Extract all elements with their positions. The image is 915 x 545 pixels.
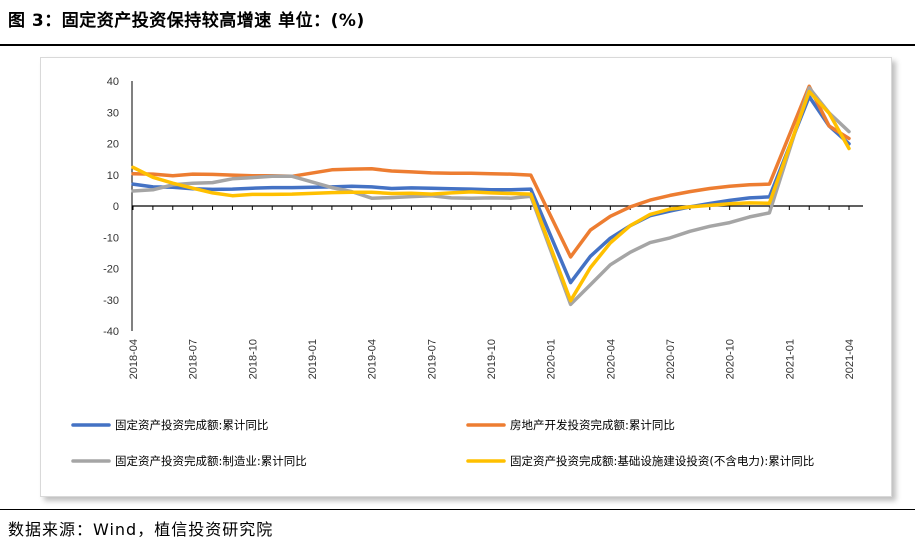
x-tick-label: 2018-10: [247, 339, 259, 379]
x-tick-label: 2018-04: [128, 339, 140, 379]
legend-item-2: 房地产开发投资完成额:累计同比: [466, 418, 675, 432]
series-line-1: [131, 94, 851, 285]
x-tick-label: 2019-04: [367, 339, 379, 379]
y-tick-label: 10: [107, 170, 119, 182]
series-line-4: [131, 89, 851, 303]
series-line-3: [131, 86, 851, 307]
y-tick-label: -30: [103, 295, 119, 307]
y-tick-label: -20: [103, 264, 119, 276]
x-tick-label: 2020-01: [546, 339, 558, 379]
x-tick-label: 2021-04: [844, 339, 856, 379]
legend-label: 固定资产投资完成额:基础设施建设投资(不含电力):累计同比: [510, 454, 814, 468]
x-tick-label: 2018-07: [188, 339, 200, 379]
y-tick-label: 30: [107, 107, 119, 119]
source-note: 数据来源：Wind，植信投资研究院: [8, 520, 274, 539]
x-tick-label: 2019-01: [307, 339, 319, 379]
x-tick-label: 2020-04: [605, 339, 617, 379]
y-tick-label: 20: [107, 139, 119, 151]
line-chart: 40 30 20 10 0 -10 -20 -30 -40 2018-04 2018-07 2018-…: [71, 76, 863, 468]
legend-item-3: 固定资产投资完成额:制造业:累计同比: [71, 454, 307, 468]
legend-label: 固定资产投资完成额:制造业:累计同比: [115, 454, 307, 468]
y-tick-label: -40: [103, 326, 119, 338]
legend-item-4: 固定资产投资完成额:基础设施建设投资(不含电力):累计同比: [466, 454, 814, 468]
x-tick-label: 2021-01: [784, 339, 796, 379]
title-divider: [0, 44, 915, 46]
chart-panel: 40 30 20 10 0 -10 -20 -30 -40 2018-04 2018-07 2018-…: [40, 57, 892, 497]
series-line-2: [131, 84, 851, 259]
x-tick-label: 2019-10: [486, 339, 498, 379]
x-tick-label: 2020-10: [725, 339, 737, 379]
source-divider: [0, 509, 915, 510]
y-tick-label: -10: [103, 232, 119, 244]
page-title: 图 3：固定资产投资保持较高增速 单位：(%): [8, 11, 365, 31]
x-tick-label: 2019-07: [426, 339, 438, 379]
legend-item-1: 固定资产投资完成额:累计同比: [71, 418, 268, 432]
x-tick-label: 2020-07: [665, 339, 677, 379]
y-tick-label: 40: [107, 76, 119, 88]
y-tick-label: 0: [113, 201, 119, 213]
legend-label: 固定资产投资完成额:累计同比: [115, 418, 268, 432]
legend-label: 房地产开发投资完成额:累计同比: [510, 418, 675, 432]
